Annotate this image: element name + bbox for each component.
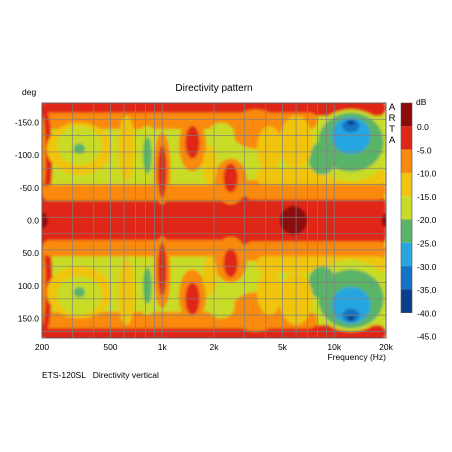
y-tick-label: -150.0 [15, 118, 39, 128]
colorbar: 0.0 -5.0 -10.0 -15.0 -20.0 -25.0 -30.0 -35.0 -40… [400, 102, 437, 342]
x-tick-label: 5k [278, 342, 288, 352]
hf-green-2 [308, 142, 336, 175]
chart-title: Directivity pattern [175, 83, 252, 94]
y-tick-label: 0.0 [27, 216, 39, 226]
colorbar-label: -45.0 [417, 332, 437, 342]
lobe-green [73, 143, 86, 154]
colorbar-swatch [401, 196, 412, 220]
mid-yellow [257, 269, 282, 316]
colorbar-swatch [401, 172, 412, 197]
onaxis-peak-left [42, 212, 48, 229]
colorbar-label: -10.0 [417, 169, 437, 179]
colorbar-label: -15.0 [417, 192, 437, 202]
onaxis-spot-hf [340, 211, 355, 230]
y-tick-label: -50.0 [20, 183, 40, 193]
colorbar-swatch [401, 103, 412, 127]
y-axis-label: deg [22, 87, 36, 97]
shoulder-band [42, 184, 245, 201]
x-axis-label: Frequency (Hz) [327, 352, 386, 362]
hf-cyan [331, 287, 371, 324]
colorbar-unit: dB [416, 97, 427, 107]
lobe-green [73, 287, 86, 298]
mid-lime [207, 292, 235, 319]
x-tick-label: 2k [210, 342, 220, 352]
x-tick-label: 200 [35, 342, 49, 352]
y-tick-label: 50.0 [22, 248, 39, 258]
colorbar-label: -25.0 [417, 239, 437, 249]
y-tick-label: 150.0 [18, 313, 40, 323]
lobe-yellow-2 [118, 259, 135, 325]
y-tick-label: -100.0 [15, 150, 39, 160]
shoulder-band [42, 240, 245, 257]
y-ticks: -150.0 -100.0 -50.0 0.0 50.0 100.0 150.0 [15, 118, 39, 324]
watermark-letter: A [389, 135, 396, 146]
colorbar-frame [400, 102, 413, 313]
finger-red-3 [223, 248, 238, 278]
colorbar-swatch [401, 289, 412, 313]
colorbar-swatch [401, 242, 412, 267]
colorbar-label: -30.0 [417, 262, 437, 272]
finger-yellow [203, 145, 218, 185]
colorbar-swatch [401, 219, 412, 243]
onaxis-core [42, 207, 266, 234]
plot-frame [41, 102, 387, 339]
shoulder-band-hf [244, 241, 386, 261]
x-tick-label: 20k [379, 342, 393, 352]
lobe-yellow-2 [118, 116, 135, 182]
plot-grid [41, 102, 387, 339]
colorbar-label: -5.0 [417, 145, 432, 155]
y-tick-label: 100.0 [18, 281, 40, 291]
watermark-letter: T [389, 124, 395, 135]
x-ticks: 200 500 1k 2k 5k 10k 20k [35, 342, 394, 352]
onaxis-peak [279, 206, 308, 235]
colorbar-swatch [401, 126, 412, 150]
hf-navy [347, 119, 355, 126]
colorbar-label: -40.0 [417, 308, 437, 318]
mid-yellow [257, 125, 282, 172]
colorbar-swatch [401, 149, 412, 173]
finger-red-3 [223, 163, 238, 193]
hf-blue [342, 119, 360, 133]
watermark-letter: A [389, 102, 396, 113]
x-tick-label: 1k [158, 342, 168, 352]
colorbar-label: -35.0 [417, 285, 437, 295]
finger-yellow [203, 256, 218, 296]
hf-navy [347, 315, 355, 322]
finger-red-2 [185, 125, 200, 159]
watermark-letter: R [389, 113, 396, 124]
x-tick-label: 10k [327, 342, 341, 352]
x-tick-label: 500 [103, 342, 117, 352]
colorbar-label: -20.0 [417, 215, 437, 225]
colorbar-label: 0.0 [417, 122, 429, 132]
footer-caption: ETS-120SL Directivity vertical [42, 370, 159, 380]
onaxis-spot [111, 215, 124, 226]
colorbar-swatch [401, 266, 412, 290]
